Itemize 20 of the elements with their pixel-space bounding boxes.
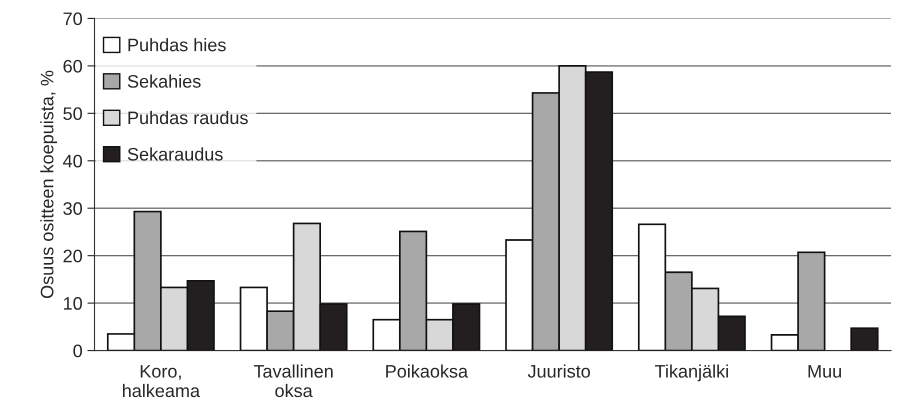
y-tick-label: 0 bbox=[73, 344, 82, 358]
y-tick-label: 10 bbox=[64, 297, 82, 310]
y-tick-label: 60 bbox=[64, 60, 82, 73]
legend-label: Puhdas raudus bbox=[128, 110, 248, 124]
y-axis-title: Osuus ositteen koepuista, % bbox=[40, 70, 58, 298]
legend-label: Sekaraudus bbox=[128, 147, 223, 161]
y-tick-label: 20 bbox=[64, 250, 82, 262]
x-tick-label: Muu bbox=[808, 365, 841, 378]
x-tick-label: Koro, halkeama bbox=[122, 365, 200, 398]
x-tick-label: Tavallinen oksa bbox=[254, 364, 333, 398]
y-tick-label: 50 bbox=[63, 107, 82, 120]
y-tick-label: 40 bbox=[63, 154, 82, 168]
x-tick-label: Juuristo bbox=[528, 364, 590, 378]
y-tick-label: 70 bbox=[64, 12, 82, 26]
bar bbox=[850, 327, 879, 351]
legend-label: Puhdas hies bbox=[128, 38, 226, 52]
y-tick-label: 30 bbox=[63, 202, 82, 215]
x-tick-label: Poikaoksa bbox=[386, 364, 468, 378]
x-tick-label: Tikanjälki bbox=[654, 364, 728, 382]
legend-label: Sekahies bbox=[128, 74, 201, 88]
